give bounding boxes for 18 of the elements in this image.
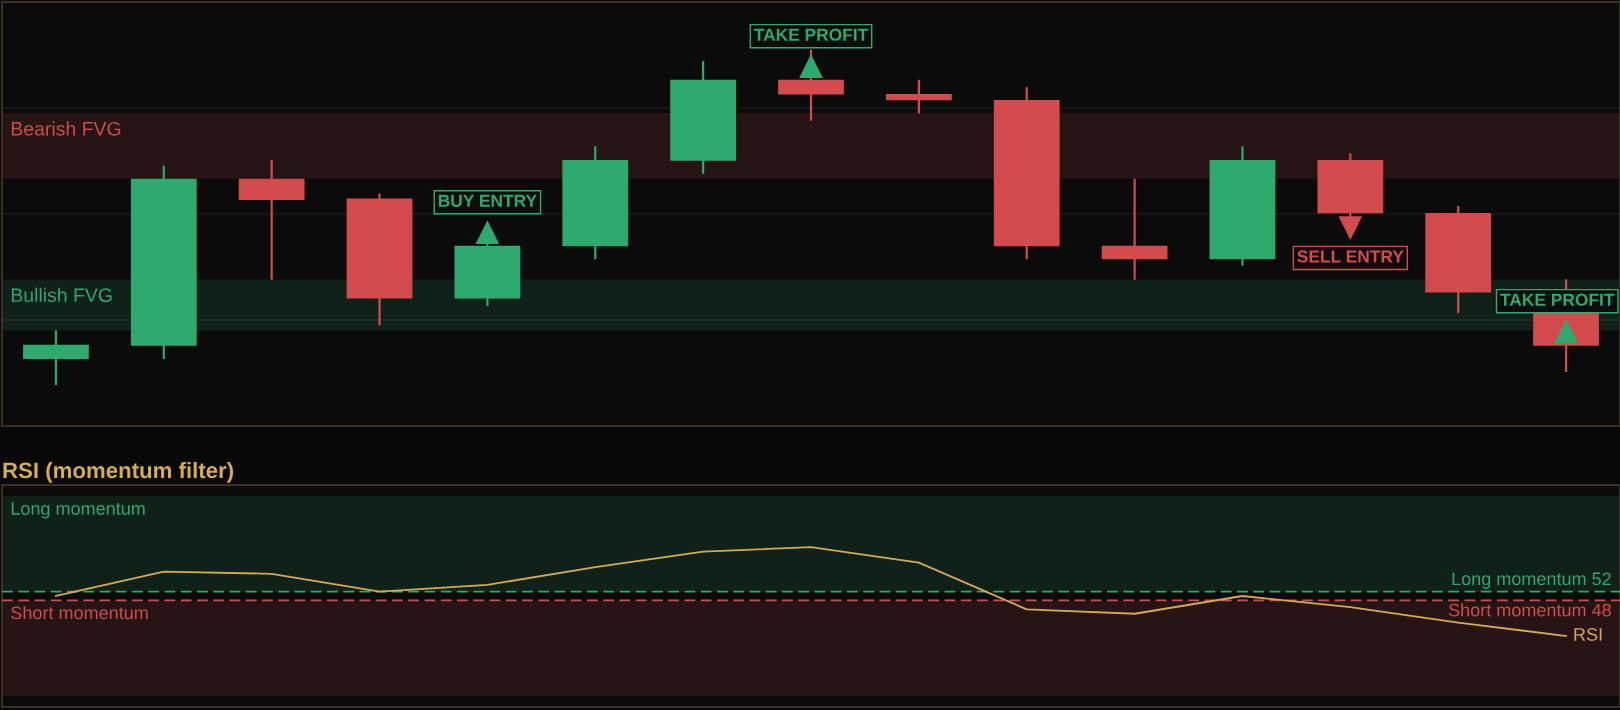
candlestick — [885, 78, 952, 115]
band-label: Short momentum — [11, 606, 148, 620]
point — [799, 54, 823, 78]
band-label: Bearish FVG — [11, 121, 121, 136]
series-label: SELL ENTRY — [1297, 250, 1404, 263]
series-label: TAKE PROFIT — [753, 28, 869, 41]
point — [1338, 216, 1363, 240]
series-label: TAKE PROFIT — [1500, 293, 1615, 306]
chart-title: RSI (momentum filter) — [3, 461, 233, 483]
ref-line-label: Long momentum 52 — [1452, 572, 1611, 589]
candlestick — [23, 329, 89, 387]
series-label: RSI — [1574, 628, 1602, 641]
point — [475, 220, 500, 244]
series-label: BUY ENTRY — [438, 194, 537, 207]
ref-line-label: Short momentum 48 — [1448, 603, 1611, 617]
band-label: Bullish FVG — [11, 287, 112, 303]
band-label: Long momentum — [11, 502, 145, 519]
candlestick — [1101, 177, 1168, 281]
